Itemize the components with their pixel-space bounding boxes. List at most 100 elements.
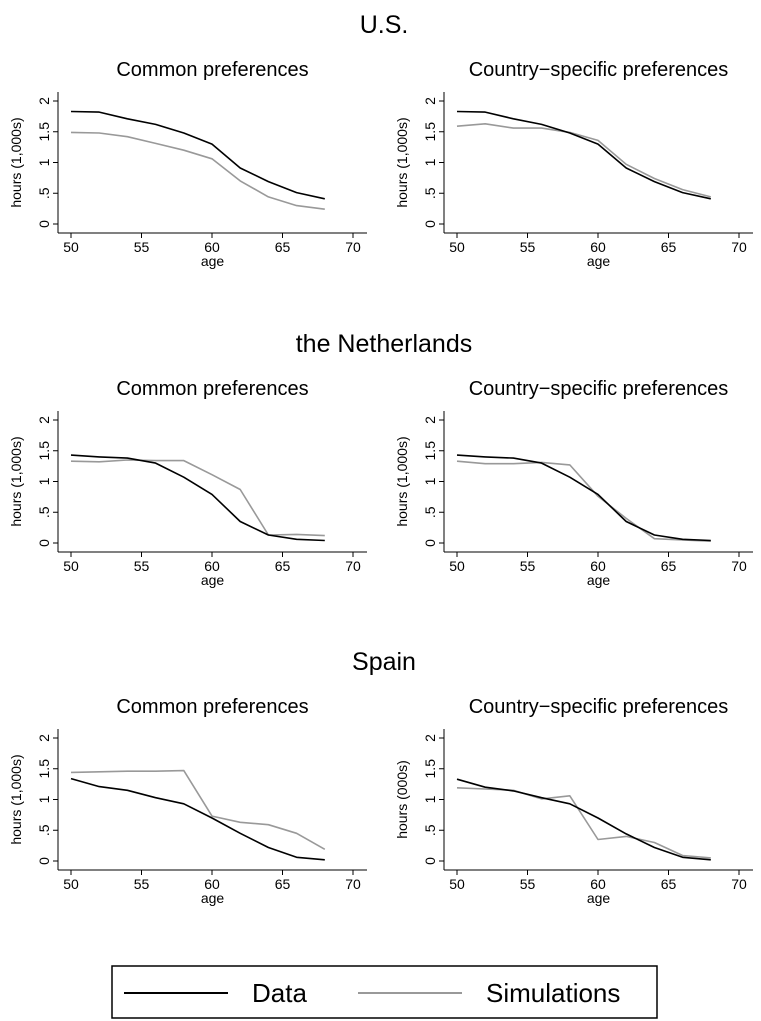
panel-title: Common preferences	[116, 378, 308, 400]
y-tick-label: 1	[36, 477, 52, 485]
x-tick-label: 55	[134, 558, 150, 574]
x-tick-label: 60	[204, 558, 220, 574]
y-tick-label: 2	[422, 734, 438, 742]
panel-us-common: Common preferences 0 .5 1 1.5 2 50 55 60 65 70 age h…	[8, 59, 367, 269]
y-tick-label: 0	[422, 539, 438, 547]
y-tick-label: 1	[36, 158, 52, 166]
panel-es-country: Country−specific preferences 0 .5 1 1.5 2 50 55…	[394, 696, 753, 906]
legend: Data Simulations	[111, 965, 658, 1019]
plot-area	[58, 92, 367, 233]
x-tick-label: 70	[731, 876, 747, 892]
x-axis-label: age	[201, 253, 225, 269]
plot-area	[58, 411, 367, 552]
group-title-us: U.S.	[360, 11, 409, 39]
x-tick-label: 65	[275, 239, 291, 255]
plot-area	[58, 729, 367, 870]
y-tick-label: .5	[36, 506, 52, 518]
y-tick-label: 2	[422, 416, 438, 424]
y-tick-label: 1.5	[36, 759, 52, 779]
y-tick-label: 0	[36, 220, 52, 228]
y-tick-label: 1.5	[36, 122, 52, 142]
series-line-simulations	[70, 769, 326, 850]
y-tick-label: 0	[422, 857, 438, 865]
panel-es-common: Common preferences 0 .5 1 1.5 2 50 55 60 65 70 age h…	[8, 696, 367, 906]
y-tick-label: 1	[422, 477, 438, 485]
series-line-simulations	[456, 460, 711, 542]
x-tick-label: 50	[449, 239, 465, 255]
legend-label-simulations: Simulations	[486, 978, 620, 1008]
x-tick-label: 50	[63, 239, 79, 255]
y-axis-label: hours (000s)	[394, 760, 410, 839]
x-tick-label: 65	[275, 876, 291, 892]
series-line-data	[70, 777, 325, 861]
group-title-netherlands: the Netherlands	[296, 330, 473, 358]
plot-area	[444, 92, 753, 233]
x-tick-label: 50	[63, 558, 79, 574]
series-line-data	[456, 110, 711, 200]
y-tick-label: 1	[36, 795, 52, 803]
y-axis-label: hours (1,000s)	[394, 436, 410, 526]
y-tick-label: .5	[422, 506, 438, 518]
x-tick-label: 55	[134, 239, 150, 255]
panel-title: Country−specific preferences	[469, 696, 729, 718]
x-tick-label: 55	[520, 876, 536, 892]
y-tick-label: 1	[422, 158, 438, 166]
x-tick-label: 55	[134, 876, 150, 892]
series-line-data	[70, 454, 325, 542]
x-tick-label: 65	[661, 558, 677, 574]
x-tick-label: 60	[590, 558, 606, 574]
y-tick-label: 1.5	[422, 122, 438, 142]
legend-box	[111, 965, 658, 1019]
panel-title: Country−specific preferences	[469, 59, 729, 81]
x-tick-label: 70	[345, 239, 361, 255]
x-tick-label: 70	[731, 239, 747, 255]
x-tick-label: 55	[520, 558, 536, 574]
panel-title: Common preferences	[116, 59, 308, 81]
x-axis-label: age	[201, 890, 225, 906]
panel-title: Country−specific preferences	[469, 378, 729, 400]
y-tick-label: .5	[36, 187, 52, 199]
y-tick-label: .5	[36, 824, 52, 836]
x-tick-label: 50	[449, 876, 465, 892]
x-axis-label: age	[587, 572, 611, 588]
y-axis-label: hours (1,000s)	[8, 754, 24, 844]
x-axis-label: age	[201, 572, 225, 588]
series-line-simulations	[70, 131, 325, 210]
series-line-data	[456, 454, 711, 542]
y-axis-label: hours (1,000s)	[8, 436, 24, 526]
series-line-data	[456, 778, 711, 861]
y-tick-label: 1.5	[36, 441, 52, 461]
y-tick-label: 2	[422, 97, 438, 105]
x-tick-label: 60	[204, 876, 220, 892]
panel-nl-country: Country−specific preferences 0 .5 1 1.5 2 50 55…	[394, 378, 753, 588]
x-tick-label: 50	[449, 558, 465, 574]
series-line-simulations	[456, 123, 712, 198]
series-line-data	[70, 110, 325, 200]
y-tick-label: 0	[36, 857, 52, 865]
y-tick-label: .5	[422, 824, 438, 836]
x-tick-label: 70	[345, 876, 361, 892]
x-tick-label: 60	[590, 876, 606, 892]
panel-nl-common: Common preferences 0 .5 1 1.5 2 50 55 60 65 70 age h…	[8, 378, 367, 588]
series-line-simulations	[70, 459, 325, 537]
group-title-spain: Spain	[352, 648, 416, 676]
panel-title: Common preferences	[116, 696, 308, 718]
x-tick-label: 70	[731, 558, 747, 574]
x-tick-label: 55	[520, 239, 536, 255]
y-tick-label: 0	[36, 539, 52, 547]
y-tick-label: 1	[422, 795, 438, 803]
y-tick-label: 1.5	[422, 441, 438, 461]
y-tick-label: 0	[422, 220, 438, 228]
y-tick-label: 2	[36, 734, 52, 742]
x-tick-label: 60	[590, 239, 606, 255]
panel-us-country: Country−specific preferences 0 .5 1 1.5 2 50 55…	[394, 59, 753, 269]
plot-area	[444, 411, 753, 552]
plot-area	[444, 729, 753, 870]
x-tick-label: 60	[204, 239, 220, 255]
x-tick-label: 65	[661, 876, 677, 892]
x-axis-label: age	[587, 890, 611, 906]
x-tick-label: 70	[345, 558, 361, 574]
y-tick-label: .5	[422, 187, 438, 199]
